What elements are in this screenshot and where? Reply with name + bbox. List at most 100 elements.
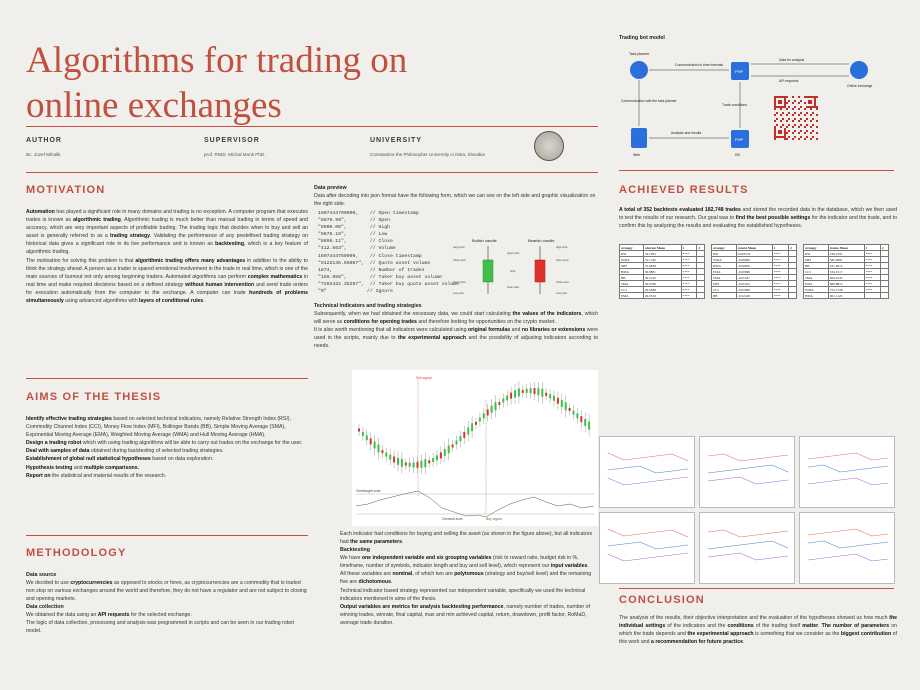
indicators-section: Technical indicators and trading strateg… [314, 302, 598, 350]
author-label: AUTHOR [26, 137, 62, 144]
results-chart-series [607, 452, 689, 462]
backtesting-text-1: We have one independent variable and six… [340, 555, 589, 570]
candle-body [361, 431, 364, 436]
aims-section: AIMS OF THE THESIS Identify effective tr… [26, 391, 308, 480]
results-chart-series [607, 528, 689, 538]
trade-conditions-label: Trade conditions [722, 103, 747, 107]
candle-body [517, 388, 520, 397]
qr-cell [782, 112, 784, 114]
qr-cell [786, 126, 788, 128]
low-price-label-left: Low price [453, 291, 465, 295]
author-value: Bc. Jozef Mihalik [26, 152, 61, 157]
candle-body [400, 458, 403, 467]
results-chart-lines [607, 528, 689, 562]
qr-cell [812, 112, 814, 114]
web-label: Web [633, 153, 640, 157]
qr-cell [788, 112, 790, 114]
results-chart-panel [699, 436, 795, 508]
candle-body [486, 409, 489, 416]
data-analysis-label: Data for analysis [779, 58, 805, 62]
qr-cell [792, 102, 794, 104]
qr-cell [784, 130, 786, 132]
qr-cell [806, 136, 808, 138]
results-chart-series [707, 464, 789, 474]
qr-cell [782, 136, 784, 138]
qr-cell [812, 124, 814, 126]
qr-cell [784, 104, 786, 106]
university-value: Constantine the Philosopher University i… [370, 152, 485, 157]
open-price-label-right: Open price [556, 258, 569, 262]
qr-cell [804, 132, 806, 134]
methodology-heading: METHODOLOGY [26, 547, 127, 559]
qr-cell [808, 106, 810, 108]
results-chart-lines [607, 452, 689, 486]
php-analysis-icon [731, 130, 749, 148]
qr-cell [774, 120, 776, 122]
json-line: "8900.00", // High [318, 225, 390, 231]
results-chart-lines [807, 528, 889, 562]
results-chart-panel [599, 436, 695, 508]
candle-body [525, 388, 528, 393]
candle-body [397, 457, 399, 465]
candle-body [553, 395, 555, 401]
qr-cell [780, 136, 782, 138]
close-price-label-right: Close price [556, 280, 570, 284]
candle-body [412, 462, 415, 468]
qr-cell [800, 124, 802, 126]
qr-cell [786, 96, 788, 98]
aims-list: Identify effective trading strategies ba… [26, 415, 308, 480]
candle-body [502, 398, 505, 403]
supervisor-block: SUPERVISOR prof. RNDr. Michal Munk PhD. [204, 137, 266, 157]
model-heading: Trading bot model [619, 35, 665, 41]
aim-item: Hypothesis testing and multiple comparis… [26, 464, 140, 471]
qr-cell [792, 96, 794, 98]
results-table: strategy trades Mean 1 2 RSI 239.1591 **** MFI 3… [803, 244, 889, 299]
results-chart-series [607, 465, 689, 474]
qr-cell [804, 120, 806, 122]
motivation-p2: The motivation for solving this problem … [26, 257, 309, 305]
qr-cell [784, 134, 786, 136]
bearish-body [534, 259, 546, 283]
candle-body [393, 456, 396, 463]
candle-body [478, 417, 481, 422]
candle-body [576, 413, 579, 419]
results-chart-series [607, 541, 689, 550]
candle-diagram: Bullish candle Bearish candle High price… [453, 238, 570, 295]
json-line: 1607444759999, // Close timestamp [318, 253, 422, 259]
qr-cell [814, 98, 816, 100]
candle-body [588, 421, 591, 430]
candle-body [377, 444, 380, 453]
qr-cell [776, 112, 778, 114]
json-line: "9122145.66087", // Quote asset volume [318, 260, 431, 266]
qr-cell [792, 126, 794, 128]
results-chart-series [807, 540, 889, 549]
qr-cell [774, 114, 776, 116]
candle-body [389, 454, 392, 460]
qr-cell [812, 96, 814, 98]
table-cell [880, 292, 889, 299]
qr-cell [778, 130, 780, 132]
qr-cell [808, 102, 810, 104]
candle-body [580, 416, 583, 423]
qr-cell [788, 130, 790, 132]
qr-cell [794, 106, 796, 108]
results-table: strategy winrate Mean 1 2 RSI 34.1952 **** WMA 3… [619, 244, 705, 299]
json-line: "8876.18", // Low [318, 232, 388, 238]
data-source-text: We decided to use cryptocurrencies as op… [26, 580, 307, 603]
indicators-heading: Technical indicators and trading strateg… [314, 303, 422, 309]
qr-cell [774, 96, 776, 98]
qr-cell [816, 132, 818, 134]
aim-item: Report on the statistical and material r… [26, 472, 167, 479]
qr-cell [806, 112, 808, 114]
candle-body [416, 461, 419, 468]
qr-cell [792, 132, 794, 134]
results-chart-series [707, 540, 789, 550]
data-source-heading: Data source [26, 572, 57, 578]
high-price-label-right: High price [556, 245, 568, 249]
candle-body [436, 455, 438, 461]
qr-cell [774, 138, 776, 140]
candle-body [506, 395, 509, 401]
qr-cell [816, 126, 818, 128]
indicators-text-2: It is also worth mentioning that all ind… [314, 327, 598, 350]
table-row: BB -0.02248 **** [711, 292, 797, 299]
